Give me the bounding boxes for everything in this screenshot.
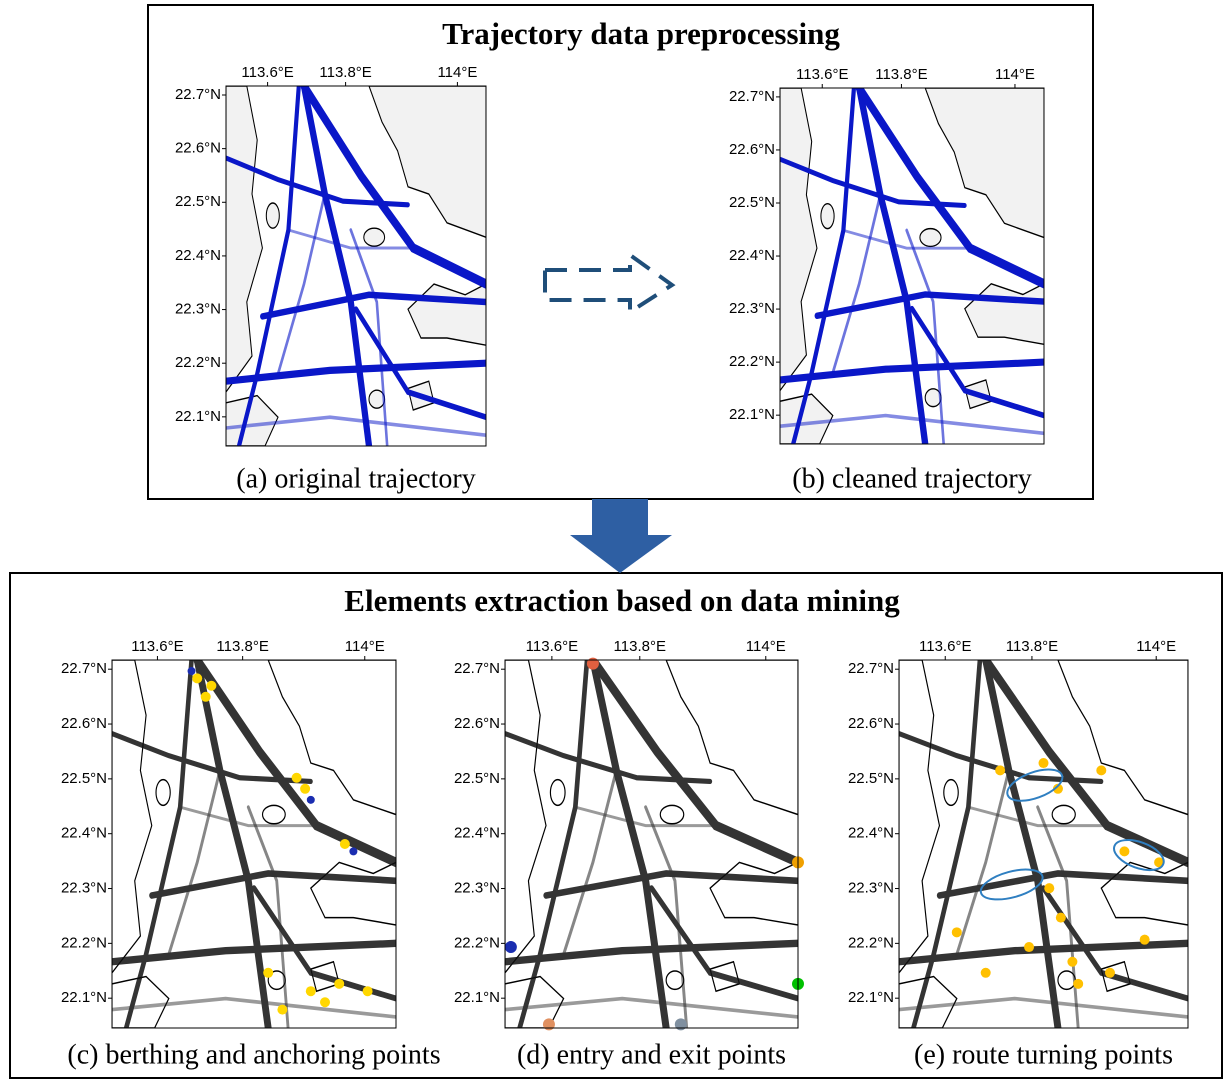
lat-tick-label: 22.1°N	[454, 989, 500, 1006]
lat-tick-label: 22.4°N	[848, 825, 894, 842]
lat-tick-label: 22.6°N	[729, 141, 775, 158]
lat-tick-label: 22.3°N	[729, 300, 775, 317]
lat-tick-label: 22.3°N	[848, 879, 894, 896]
lat-tick-label: 22.2°N	[848, 934, 894, 951]
lat-tick-label: 22.6°N	[454, 715, 500, 732]
feature-point	[1039, 758, 1049, 768]
lat-tick-label: 22.7°N	[454, 660, 500, 677]
feature-point	[1024, 942, 1034, 952]
feature-point	[1056, 913, 1066, 923]
lon-tick-label: 113.6°E	[919, 638, 971, 655]
feature-point	[277, 1005, 287, 1015]
feature-point	[675, 1018, 687, 1030]
feature-point	[363, 986, 373, 996]
feature-point	[201, 692, 211, 702]
lon-tick-label: 113.6°E	[526, 638, 578, 655]
bottom-title: Elements extraction based on data mining	[344, 583, 900, 618]
feature-point	[1067, 957, 1077, 967]
feature-point	[1119, 846, 1129, 856]
lat-tick-label: 22.5°N	[848, 770, 894, 787]
lat-tick-label: 22.5°N	[729, 194, 775, 211]
feature-point	[320, 997, 330, 1007]
feature-point	[1073, 979, 1083, 989]
lat-tick-label: 22.7°N	[61, 660, 107, 677]
feature-point	[1044, 883, 1054, 893]
lat-tick-label: 22.6°N	[61, 715, 107, 732]
feature-point	[1096, 765, 1106, 775]
lat-tick-label: 22.1°N	[61, 989, 107, 1006]
lon-tick-label: 113.6°E	[241, 64, 293, 81]
lat-tick-label: 22.2°N	[454, 934, 500, 951]
lat-tick-label: 22.3°N	[175, 301, 221, 318]
lon-tick-label: 113.6°E	[796, 66, 848, 83]
feature-point	[188, 667, 196, 675]
feature-point	[263, 968, 273, 978]
feature-point	[349, 847, 357, 855]
feature-point	[307, 796, 315, 804]
feature-point	[340, 839, 350, 849]
lat-tick-label: 22.2°N	[175, 354, 221, 371]
lat-tick-label: 22.1°N	[729, 406, 775, 423]
lon-tick-label: 113.8°E	[875, 66, 927, 83]
lat-tick-label: 22.5°N	[175, 193, 221, 210]
feature-point	[300, 784, 310, 794]
panel-caption: (d) entry and exit points	[517, 1039, 786, 1070]
lat-tick-label: 22.4°N	[61, 825, 107, 842]
panel-caption: (a) original trajectory	[236, 463, 475, 494]
lat-tick-label: 22.7°N	[175, 86, 221, 103]
feature-point	[192, 673, 202, 683]
panel-caption: (e) route turning points	[914, 1039, 1173, 1070]
feature-point	[306, 986, 316, 996]
lat-tick-label: 22.3°N	[454, 879, 500, 896]
lat-tick-label: 22.6°N	[848, 715, 894, 732]
lon-tick-label: 114°E	[1136, 638, 1176, 655]
lat-tick-label: 22.4°N	[175, 247, 221, 264]
feature-point	[1105, 968, 1115, 978]
feature-point	[981, 968, 991, 978]
lat-tick-label: 22.5°N	[454, 770, 500, 787]
top-title: Trajectory data preprocessing	[442, 16, 840, 51]
panel-caption: (b) cleaned trajectory	[792, 463, 1031, 494]
lon-tick-label: 114°E	[437, 64, 477, 81]
lon-tick-label: 114°E	[995, 66, 1035, 83]
feature-point	[995, 765, 1005, 775]
lat-tick-label: 22.1°N	[175, 408, 221, 425]
feature-point	[952, 927, 962, 937]
lon-tick-label: 113.8°E	[216, 638, 268, 655]
lon-tick-label: 114°E	[345, 638, 385, 655]
lat-tick-label: 22.6°N	[175, 140, 221, 157]
down-arrow	[570, 499, 672, 573]
lon-tick-label: 113.8°E	[614, 638, 666, 655]
feature-point	[206, 681, 216, 691]
lon-tick-label: 113.8°E	[319, 64, 371, 81]
feature-point	[505, 941, 517, 953]
lat-tick-label: 22.7°N	[848, 660, 894, 677]
feature-point	[543, 1018, 555, 1030]
lat-tick-label: 22.4°N	[729, 247, 775, 264]
lon-tick-label: 113.6°E	[131, 638, 183, 655]
lat-tick-label: 22.2°N	[729, 353, 775, 370]
dashed-arrow	[545, 255, 672, 312]
feature-point	[1140, 935, 1150, 945]
lat-tick-label: 22.3°N	[61, 879, 107, 896]
lat-tick-label: 22.7°N	[729, 88, 775, 105]
figure: Trajectory data preprocessing Elements e…	[0, 0, 1225, 1083]
lon-tick-label: 113.8°E	[1006, 638, 1058, 655]
lat-tick-label: 22.2°N	[61, 934, 107, 951]
lat-tick-label: 22.4°N	[454, 825, 500, 842]
lat-tick-label: 22.1°N	[848, 989, 894, 1006]
lon-tick-label: 114°E	[746, 638, 786, 655]
feature-point	[587, 658, 599, 670]
feature-point	[334, 979, 344, 989]
feature-point	[292, 773, 302, 783]
lat-tick-label: 22.5°N	[61, 770, 107, 787]
panel-caption: (c) berthing and anchoring points	[67, 1039, 440, 1070]
